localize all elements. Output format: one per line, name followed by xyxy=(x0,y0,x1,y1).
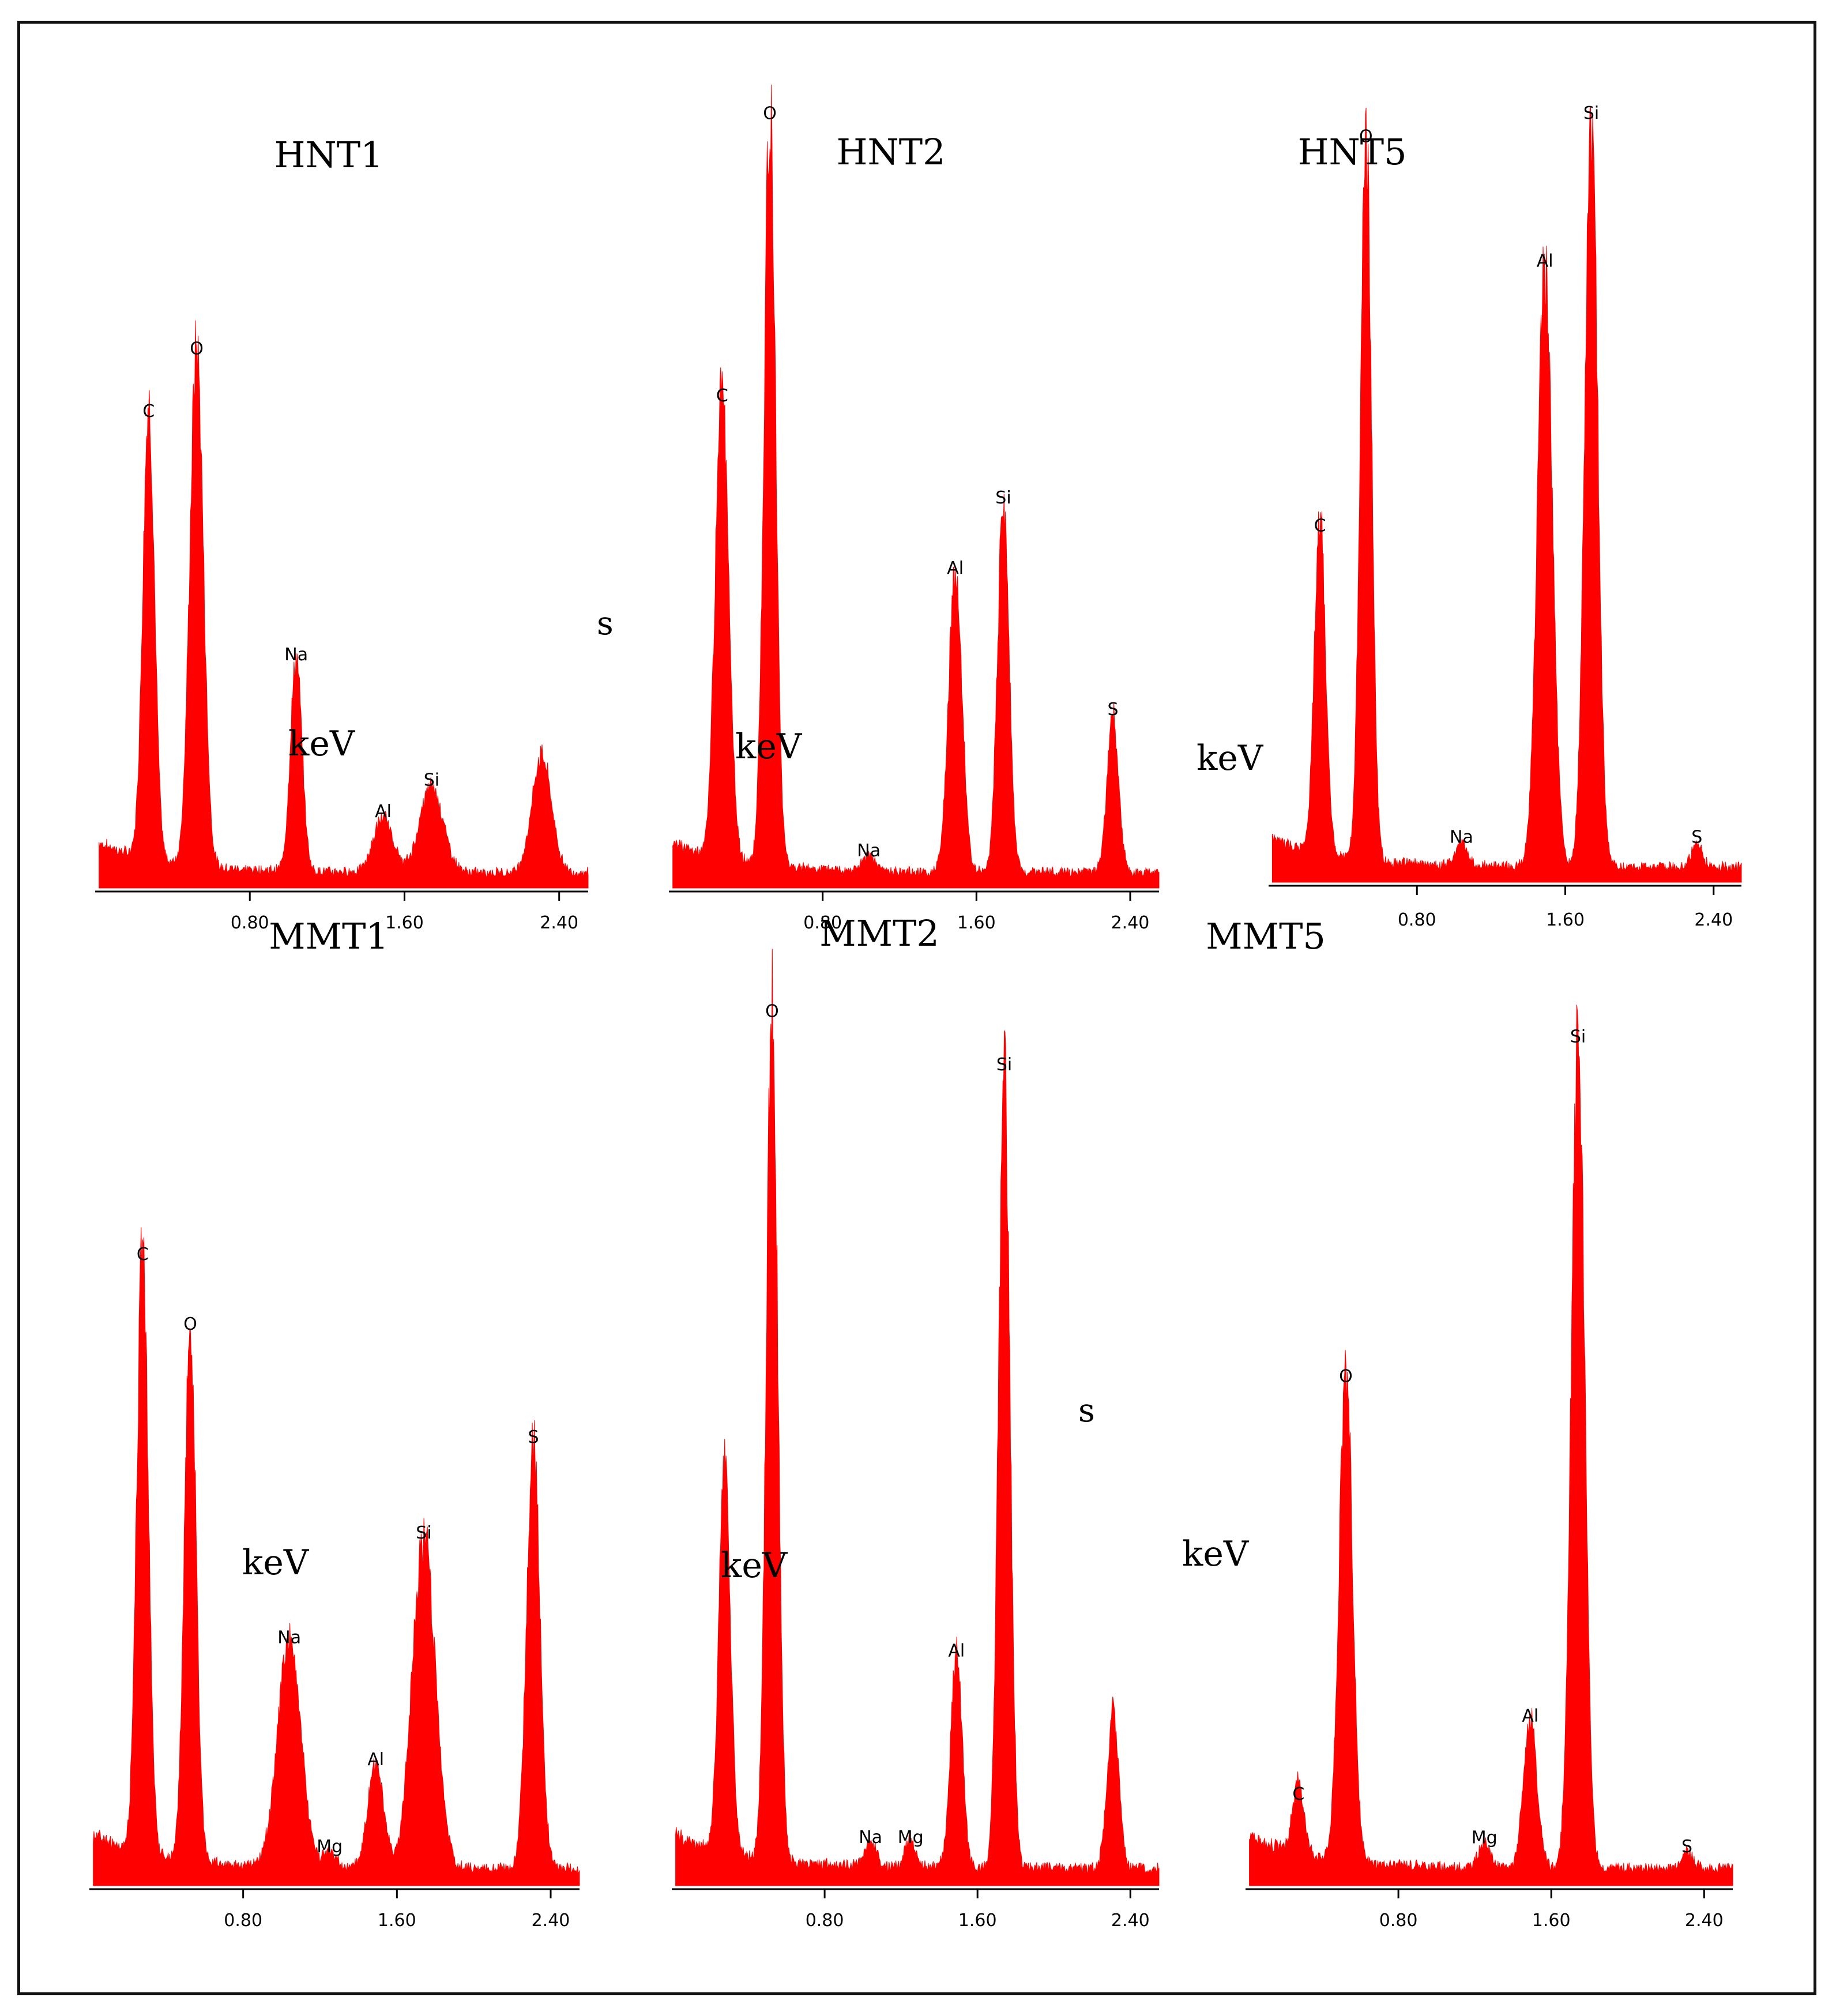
panel-hnt5: 0.80 1.60 2.40 C O Na Al Si S HNT5 keV xyxy=(1197,103,1742,930)
x-axis-label: keV xyxy=(288,724,356,764)
peak-label-s: S xyxy=(1107,699,1118,720)
panel-title: MMT5 xyxy=(1206,915,1326,957)
peak-label-al: Al xyxy=(367,1750,384,1770)
x-axis-label: keV xyxy=(1182,1534,1250,1574)
figure-frame xyxy=(17,21,1816,1995)
panel-title: HNT2 xyxy=(836,131,945,173)
x-tick-label: 1.60 xyxy=(957,913,996,933)
peak-label-si: Si xyxy=(995,488,1011,508)
peak-label-s: S xyxy=(1691,828,1702,848)
spectrum-area xyxy=(1249,1005,1733,1886)
peak-label-na: Na xyxy=(859,1827,882,1848)
x-tick-label: 1.60 xyxy=(1546,910,1585,930)
spectrum-area xyxy=(99,320,589,889)
peak-label-al: Al xyxy=(375,802,392,822)
stray-label: s xyxy=(1078,1392,1095,1430)
spectrum-area xyxy=(1271,106,1742,883)
peak-label-mg: Mg xyxy=(898,1827,924,1848)
panel-hnt2: 0.80 1.60 2.40 C O Na Al Si S HNT2 keV xyxy=(669,84,1160,933)
peak-label-o: O xyxy=(190,338,204,359)
panel-mmt1: 0.80 1.60 2.40 C O Na Mg Al Si S MMT1 keV xyxy=(89,915,580,1931)
peak-label-c: C xyxy=(142,401,155,422)
x-axis-label: keV xyxy=(1197,738,1264,778)
x-tick-label: 0.80 xyxy=(1379,1910,1418,1931)
panel-title: MMT1 xyxy=(269,915,389,957)
x-tick-label: 1.60 xyxy=(1532,1910,1571,1931)
x-tick-label: 0.80 xyxy=(803,913,842,933)
peak-label-c: C xyxy=(1314,516,1326,536)
peak-label-s: S xyxy=(1681,1837,1692,1857)
panel-mmt5: 0.80 1.60 2.40 C O Mg Al Si S MMT5 keV xyxy=(1182,915,1733,1931)
peak-label-al: Al xyxy=(1537,251,1553,272)
peak-label-o: O xyxy=(1339,1366,1353,1386)
peak-label-c: C xyxy=(1292,1784,1304,1804)
x-tick-label: 0.80 xyxy=(1398,910,1436,930)
x-axis-label: keV xyxy=(735,727,803,767)
peak-label-s: S xyxy=(528,1427,539,1447)
spectrum-area xyxy=(672,84,1160,889)
x-tick-label: 2.40 xyxy=(1111,1910,1150,1931)
peak-label-na: Na xyxy=(284,645,308,665)
peak-label-si: Si xyxy=(996,1055,1012,1075)
peak-label-al: Al xyxy=(947,558,964,578)
x-axis-label: keV xyxy=(721,1545,788,1586)
peak-label-o: O xyxy=(763,103,777,123)
peak-label-si: Si xyxy=(1570,1027,1586,1047)
x-tick-label: 1.60 xyxy=(378,1910,416,1931)
peak-label-si: Si xyxy=(416,1523,431,1543)
panel-mmt2: 0.80 1.60 2.40 O Na Mg Al Si MMT2 keV s xyxy=(672,912,1160,1931)
x-tick-label: 1.60 xyxy=(385,913,424,933)
panel-title: HNT1 xyxy=(274,134,383,176)
spectrum-area xyxy=(93,1227,580,1886)
panel-title: MMT2 xyxy=(819,912,939,954)
x-tick-label: 2.40 xyxy=(1685,1910,1724,1931)
peak-label-o: O xyxy=(183,1314,197,1334)
x-tick-label: 2.40 xyxy=(1111,913,1150,933)
peak-label-mg: Mg xyxy=(317,1837,343,1857)
x-axis-label: keV xyxy=(242,1543,310,1583)
panel-hnt1: 0.80 1.60 2.40 C O Na Al Si HNT1 keV s xyxy=(95,134,614,933)
x-tick-label: 2.40 xyxy=(532,1910,570,1931)
panel-title: HNT5 xyxy=(1297,131,1406,173)
peak-label-na: Na xyxy=(1450,828,1473,848)
peak-label-o: O xyxy=(1359,127,1373,147)
peak-label-c: C xyxy=(137,1244,149,1265)
peak-label-si: Si xyxy=(424,770,439,790)
peak-label-mg: Mg xyxy=(1472,1828,1498,1848)
peak-label-na: Na xyxy=(857,841,881,861)
x-tick-label: 0.80 xyxy=(231,913,269,933)
peak-label-o: O xyxy=(765,1002,779,1022)
x-tick-label: 1.60 xyxy=(958,1910,997,1931)
peak-label-al: Al xyxy=(948,1641,965,1661)
x-tick-label: 2.40 xyxy=(1694,910,1733,930)
peak-label-c: C xyxy=(716,386,728,406)
stray-label: s xyxy=(597,605,614,642)
x-tick-label: 0.80 xyxy=(224,1910,262,1931)
x-tick-label: 2.40 xyxy=(540,913,578,933)
peak-label-si: Si xyxy=(1583,103,1599,123)
peak-label-al: Al xyxy=(1522,1706,1538,1726)
peak-label-na: Na xyxy=(277,1627,301,1648)
x-tick-label: 0.80 xyxy=(806,1910,844,1931)
spectrum-area xyxy=(675,949,1160,1886)
